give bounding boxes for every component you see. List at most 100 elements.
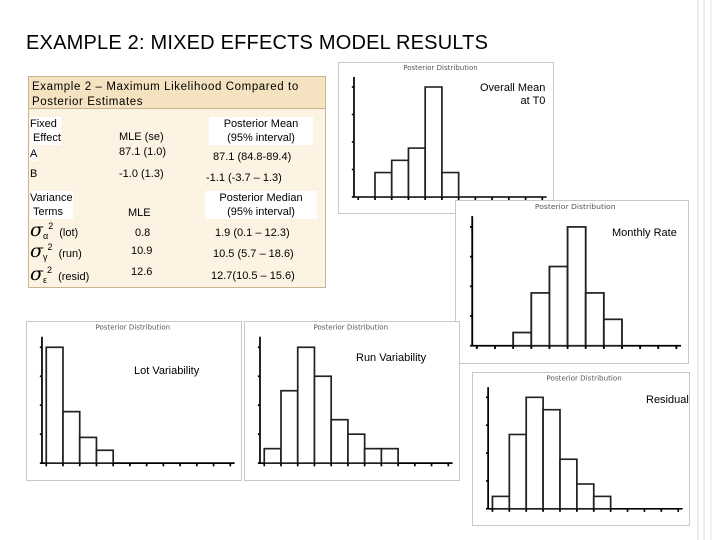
variance-header-line1: Variance — [30, 192, 73, 204]
fixed-effect-header: Fixed Effect — [30, 117, 61, 145]
lot-label: (lot) — [59, 227, 79, 239]
variance-terms-header: Variance Terms — [30, 191, 73, 219]
histogram-bar — [45, 346, 64, 464]
variance-posterior-header: Posterior Median (95% interval) — [205, 191, 317, 219]
histogram-bar — [347, 433, 366, 464]
sigma-gamma-sub: γ — [42, 252, 48, 262]
histogram-bar — [263, 447, 282, 464]
run-label: (run) — [58, 248, 82, 260]
variance-header-line2: Terms — [33, 206, 63, 218]
fixed-row-a-name: A — [30, 147, 38, 161]
histogram-bar — [62, 410, 81, 464]
sigma-epsilon-sub: ε — [42, 275, 47, 285]
fixed-row-b-mle: -1.0 (1.3) — [119, 168, 164, 180]
overall-mean-plot: Posterior Distribution — [351, 64, 547, 200]
overall-mean-label-line1: Overall Mean — [480, 82, 546, 94]
results-table: Example 2 – Maximum Likelihood Compared … — [28, 76, 326, 288]
fixed-row-b-post: -1.1 (-3.7 – 1.3) — [206, 172, 282, 184]
histogram-bar — [390, 159, 410, 198]
variance-row-run-post: 10.5 (5.7 – 18.6) — [213, 248, 294, 260]
run-variability-label: Run Variability — [356, 352, 427, 364]
chart-caption: Posterior Distribution — [95, 324, 170, 332]
histogram-bar — [424, 86, 443, 198]
variance-post-header-line2: (95% interval) — [227, 206, 295, 218]
run-variability-histogram: Posterior Distribution — [244, 321, 460, 481]
sigma-epsilon-sup: 2 — [47, 265, 53, 275]
sigma-epsilon-symbol: σ — [30, 263, 43, 285]
lot-variability-plot: Posterior Distribution — [39, 324, 235, 467]
histogram-bar — [407, 147, 427, 198]
histogram-bar — [602, 318, 623, 347]
histogram-bar — [512, 331, 533, 347]
sigma-alpha-symbol: σ — [30, 219, 43, 241]
sigma-alpha-sup: 2 — [48, 221, 54, 231]
residual-histogram: Posterior Distribution — [472, 372, 690, 526]
fixed-header-line2: Effect — [33, 132, 61, 144]
histogram-bar — [576, 483, 595, 510]
histogram-bar — [542, 408, 561, 510]
residual-plot: Posterior Distribution — [485, 374, 683, 512]
variance-row-run-mle: 10.9 — [131, 245, 153, 257]
fixed-row-a-mle: 87.1 (1.0) — [119, 146, 167, 158]
fixed-post-header-line1: Posterior Mean — [223, 118, 299, 130]
histogram-bar — [441, 171, 460, 198]
fixed-mle-header: MLE (se) — [119, 131, 164, 143]
fixed-posterior-header: Posterior Mean (95% interval) — [209, 117, 313, 145]
lot-variability-histogram: Posterior Distribution — [26, 321, 242, 481]
variance-row-lot-name: σα2 (lot) — [30, 216, 78, 246]
histogram-bar — [491, 495, 511, 510]
fixed-post-header-line2: (95% interval) — [227, 132, 295, 144]
fixed-row-a-post: 87.1 (84.8-89.4) — [213, 151, 292, 163]
histogram-bar — [525, 396, 544, 510]
histogram-bar — [592, 495, 612, 510]
sigma-alpha-sub: α — [42, 231, 49, 241]
slide-edge-decoration — [697, 0, 712, 540]
slide-title: EXAMPLE 2: MIXED EFFECTS MODEL RESULTS — [26, 32, 489, 54]
overall-mean-histogram: Posterior Distribution — [338, 62, 554, 214]
monthly-rate-plot: Posterior Distribution — [469, 202, 682, 349]
monthly-rate-histogram: Posterior Distribution — [455, 200, 689, 364]
chart-caption: Posterior Distribution — [535, 202, 616, 211]
variance-row-resid-mle: 12.6 — [131, 266, 153, 278]
fixed-header-line1: Fixed — [30, 118, 57, 130]
table-title-line2: Posterior Estimates — [32, 96, 144, 108]
variance-row-run-name: σγ2 (run) — [30, 237, 82, 267]
histogram-bar — [330, 418, 349, 464]
histogram-bar — [566, 226, 587, 347]
histogram-bar — [530, 292, 551, 347]
histogram-bar — [374, 171, 393, 198]
variance-row-resid-name: σε2 (resid) — [30, 260, 89, 290]
histogram-bar — [548, 265, 569, 347]
monthly-rate-label: Monthly Rate — [612, 227, 677, 239]
table-title-line1: Example 2 – Maximum Likelihood Compared … — [32, 81, 299, 93]
histogram-bar — [584, 292, 605, 347]
overall-mean-label-line2: at T0 — [520, 95, 546, 107]
variance-row-lot-post: 1.9 (0.1 – 12.3) — [215, 227, 290, 239]
histogram-bar — [78, 436, 98, 464]
sigma-gamma-sup: 2 — [47, 242, 53, 252]
histogram-bar — [380, 447, 399, 464]
variance-post-header-line1: Posterior Median — [219, 192, 303, 204]
sigma-gamma-symbol: σ — [30, 240, 43, 262]
histogram-bar — [313, 375, 333, 464]
histogram-bar — [363, 447, 383, 464]
chart-caption: Posterior Distribution — [313, 324, 388, 332]
histogram-bar — [95, 449, 115, 464]
histogram-bar — [296, 346, 316, 464]
overall-mean-label: Overall Mean at T0 — [480, 82, 545, 108]
variance-mle-header: MLE — [128, 207, 151, 219]
variance-row-lot-mle: 0.8 — [135, 227, 151, 239]
resid-label: (resid) — [58, 271, 90, 283]
histogram-bar — [508, 433, 528, 510]
fixed-row-b-name: B — [30, 168, 38, 180]
variance-row-resid-post: 12.7(10.5 – 15.6) — [211, 270, 295, 282]
lot-variability-label: Lot Variability — [134, 365, 200, 377]
chart-caption: Posterior Distribution — [403, 64, 478, 72]
table-header: Example 2 – Maximum Likelihood Compared … — [29, 77, 325, 109]
histogram-bar — [280, 389, 299, 464]
run-variability-plot: Posterior Distribution — [257, 324, 453, 467]
chart-caption: Posterior Distribution — [546, 374, 621, 382]
histogram-bar — [559, 458, 578, 510]
residual-label: Residual — [646, 394, 689, 406]
table-title: Example 2 – Maximum Likelihood Compared … — [32, 80, 299, 110]
